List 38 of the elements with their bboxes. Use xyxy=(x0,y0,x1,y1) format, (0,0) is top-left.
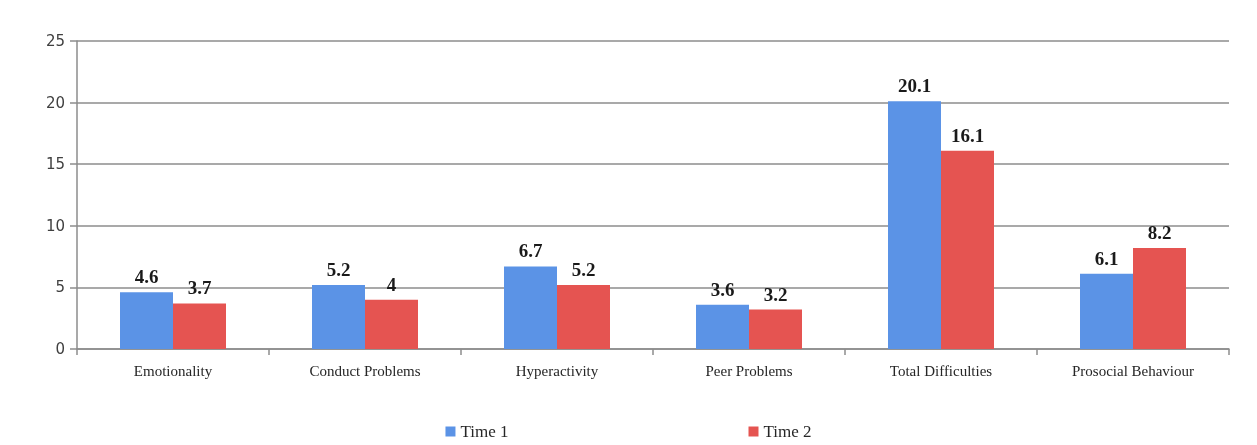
data-label: 5.2 xyxy=(326,258,351,280)
bar xyxy=(312,284,365,349)
y-tick-label: 20 xyxy=(45,93,65,112)
x-tick-label: Total Difficulties xyxy=(889,362,993,379)
x-tick-label: Peer Problems xyxy=(705,362,793,379)
y-tick-label: 15 xyxy=(45,155,65,174)
data-label: 4 xyxy=(386,273,397,295)
data-label: 3.2 xyxy=(763,283,788,305)
bar xyxy=(1080,273,1133,349)
x-tick-label: Emotionality xyxy=(133,362,213,379)
y-tick-label: 25 xyxy=(45,32,65,50)
legend-label: Time 1 xyxy=(460,422,509,441)
bar xyxy=(504,266,557,349)
bar xyxy=(749,309,802,349)
bar xyxy=(941,150,994,349)
data-label: 20.1 xyxy=(897,75,932,97)
bar xyxy=(696,304,749,349)
x-tick-label: Prosocial Behaviour xyxy=(1071,362,1195,379)
y-tick-label: 10 xyxy=(45,216,65,235)
data-label: 16.1 xyxy=(950,124,985,146)
data-label: 6.7 xyxy=(518,240,543,262)
data-label: 6.1 xyxy=(1094,247,1119,269)
bar xyxy=(557,284,610,349)
bar xyxy=(888,101,941,349)
data-label: 3.6 xyxy=(710,278,735,300)
data-label: 4.6 xyxy=(134,266,159,288)
bar xyxy=(365,299,418,349)
y-tick-label: 0 xyxy=(55,340,65,358)
data-label: 3.7 xyxy=(187,277,212,299)
data-label: 8.2 xyxy=(1147,221,1172,243)
y-tick-label: 5 xyxy=(55,278,65,297)
data-label: 5.2 xyxy=(571,258,596,280)
x-tick-label: Conduct Problems xyxy=(309,362,421,379)
legend-label: Time 2 xyxy=(763,422,812,441)
bar xyxy=(173,303,226,349)
x-tick-label: Hyperactivity xyxy=(515,362,599,379)
bar xyxy=(1133,247,1186,349)
bar xyxy=(120,292,173,349)
